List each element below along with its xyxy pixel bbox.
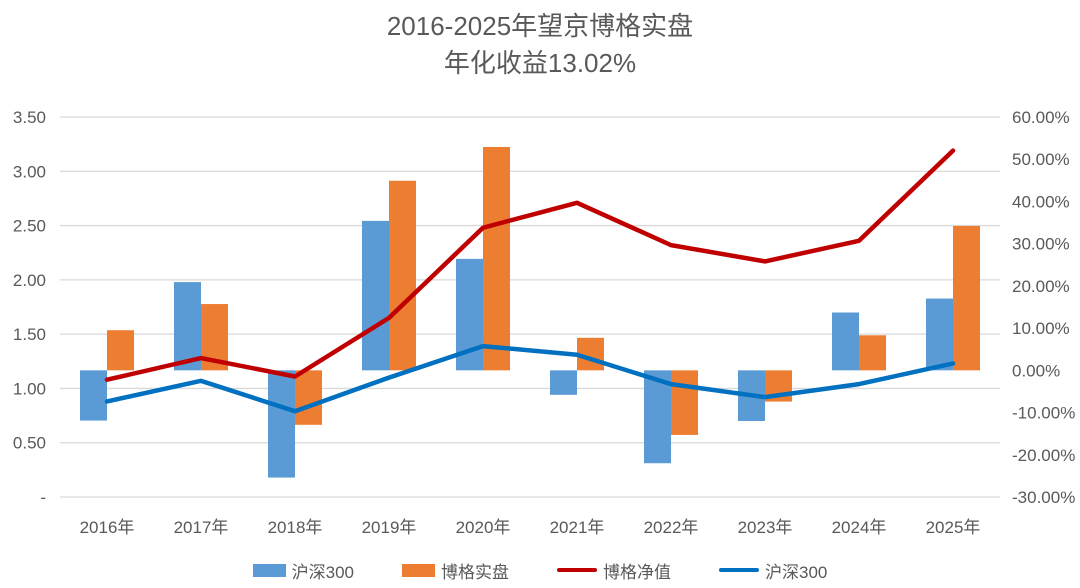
right-axis-tick: -20.00% — [1012, 446, 1075, 465]
right-axis-tick: 10.00% — [1012, 319, 1070, 338]
chart-title-line1: 2016-2025年望京博格实盘 — [386, 11, 694, 41]
x-axis-label: 2019年 — [362, 518, 417, 537]
bar-沪深300-2022年 — [644, 370, 671, 464]
left-axis-tick: - — [40, 488, 46, 507]
right-axis-tick: 0.00% — [1012, 361, 1060, 380]
chart-title: 2016-2025年望京博格实盘 年化收益13.02% — [0, 8, 1080, 82]
left-axis-tick: 3.50 — [13, 108, 46, 127]
right-axis-tick: 40.00% — [1012, 192, 1070, 211]
right-axis-tick: 30.00% — [1012, 235, 1070, 254]
legend-line-swatch — [719, 568, 759, 572]
bar-沪深300-2019年 — [362, 220, 389, 371]
legend-bar-swatch — [402, 563, 435, 577]
bar-沪深300-2018年 — [268, 370, 295, 478]
bar-博格实盘-2025年 — [953, 225, 980, 371]
legend-label: 沪深300 — [765, 562, 828, 582]
x-axis-label: 2024年 — [832, 518, 887, 537]
legend-label: 沪深300 — [291, 562, 354, 582]
x-axis-label: 2016年 — [80, 518, 135, 537]
right-axis-ticks: 60.00% 50.00% 40.00% 30.00% 20.00% 10.00% 0.00… — [1012, 108, 1075, 507]
line-series-0-博格净值 — [104, 148, 956, 382]
legend-item-博格实盘[interactable]: 博格实盘 — [402, 558, 509, 583]
legend-bar-swatch — [252, 563, 286, 577]
bar-博格实盘-2022年 — [671, 370, 698, 435]
bar-博格实盘-2016年 — [107, 330, 134, 371]
bar-博格实盘-2018年 — [295, 370, 322, 425]
right-axis-tick: 50.00% — [1012, 150, 1070, 169]
bar-沪深300-2017年 — [174, 282, 201, 371]
left-axis-tick: 0.50 — [13, 434, 46, 453]
bar-博格实盘-2024年 — [859, 335, 886, 371]
legend-line-swatch — [557, 568, 597, 572]
bar-博格实盘-2020年 — [483, 146, 510, 371]
bar-沪深300-2016年 — [80, 370, 107, 421]
bar-博格实盘-2019年 — [389, 180, 416, 371]
left-axis-tick: 2.50 — [13, 217, 46, 236]
right-axis-tick: 60.00% — [1012, 108, 1070, 127]
line-series-1-沪深300 — [104, 343, 956, 414]
x-axis-label: 2020年 — [456, 518, 511, 537]
bar-series-1-博格实盘 — [107, 146, 980, 435]
legend-item-沪深300[interactable]: 沪深300 — [719, 558, 827, 583]
right-axis-tick: -10.00% — [1012, 404, 1075, 423]
left-axis-ticks: 3.50 3.00 2.50 2.00 1.50 1.00 0.50 - — [13, 108, 46, 507]
x-axis-labels: 2016年 2017年 2018年 2019年 2020年 2021年 2022年 2023年… — [80, 518, 981, 537]
x-axis-label: 2021年 — [550, 518, 605, 537]
bar-沪深300-2025年 — [926, 298, 953, 371]
bar-series-0-沪深300 — [80, 220, 953, 478]
right-axis-tick: 20.00% — [1012, 277, 1070, 296]
x-axis-label: 2023年 — [738, 518, 793, 537]
legend-label: 博格净值 — [603, 562, 671, 582]
x-axis-label: 2025年 — [926, 518, 981, 537]
chart-title-line2: 年化收益13.02% — [443, 48, 637, 78]
bar-沪深300-2024年 — [832, 312, 859, 371]
legend-item-博格净值[interactable]: 博格净值 — [557, 558, 671, 583]
x-axis-label: 2018年 — [268, 518, 323, 537]
legend-label: 博格实盘 — [441, 562, 509, 582]
right-axis-tick: -30.00% — [1012, 488, 1075, 507]
x-axis-label: 2017年 — [174, 518, 229, 537]
bar-沪深300-2021年 — [550, 370, 577, 395]
left-axis-tick: 1.00 — [13, 379, 46, 398]
left-axis-tick: 1.50 — [13, 325, 46, 344]
chart-legend: 沪深300 博格实盘 博格净值 沪深300 — [0, 557, 1080, 583]
x-axis-label: 2022年 — [644, 518, 699, 537]
left-axis-tick: 2.00 — [13, 271, 46, 290]
legend-item-沪深300[interactable]: 沪深300 — [252, 558, 354, 583]
left-axis-tick: 3.00 — [13, 162, 46, 181]
